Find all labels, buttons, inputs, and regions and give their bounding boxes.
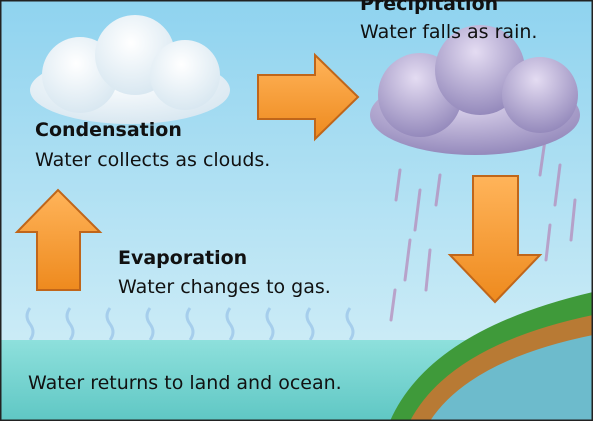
- page: Precipitation Water falls as rain. Conde…: [0, 0, 593, 421]
- node-label: Condensation: [35, 119, 182, 141]
- node-description: Water changes to gas.: [118, 276, 331, 298]
- footer-text: Water returns to land and ocean.: [28, 372, 342, 394]
- node-description: Water collects as clouds.: [35, 149, 270, 171]
- node-label: Precipitation: [360, 0, 498, 15]
- node-label: Evaporation: [118, 247, 247, 269]
- node-description: Water falls as rain.: [360, 21, 537, 43]
- water-cycle-diagram: Precipitation Water falls as rain. Conde…: [0, 0, 593, 421]
